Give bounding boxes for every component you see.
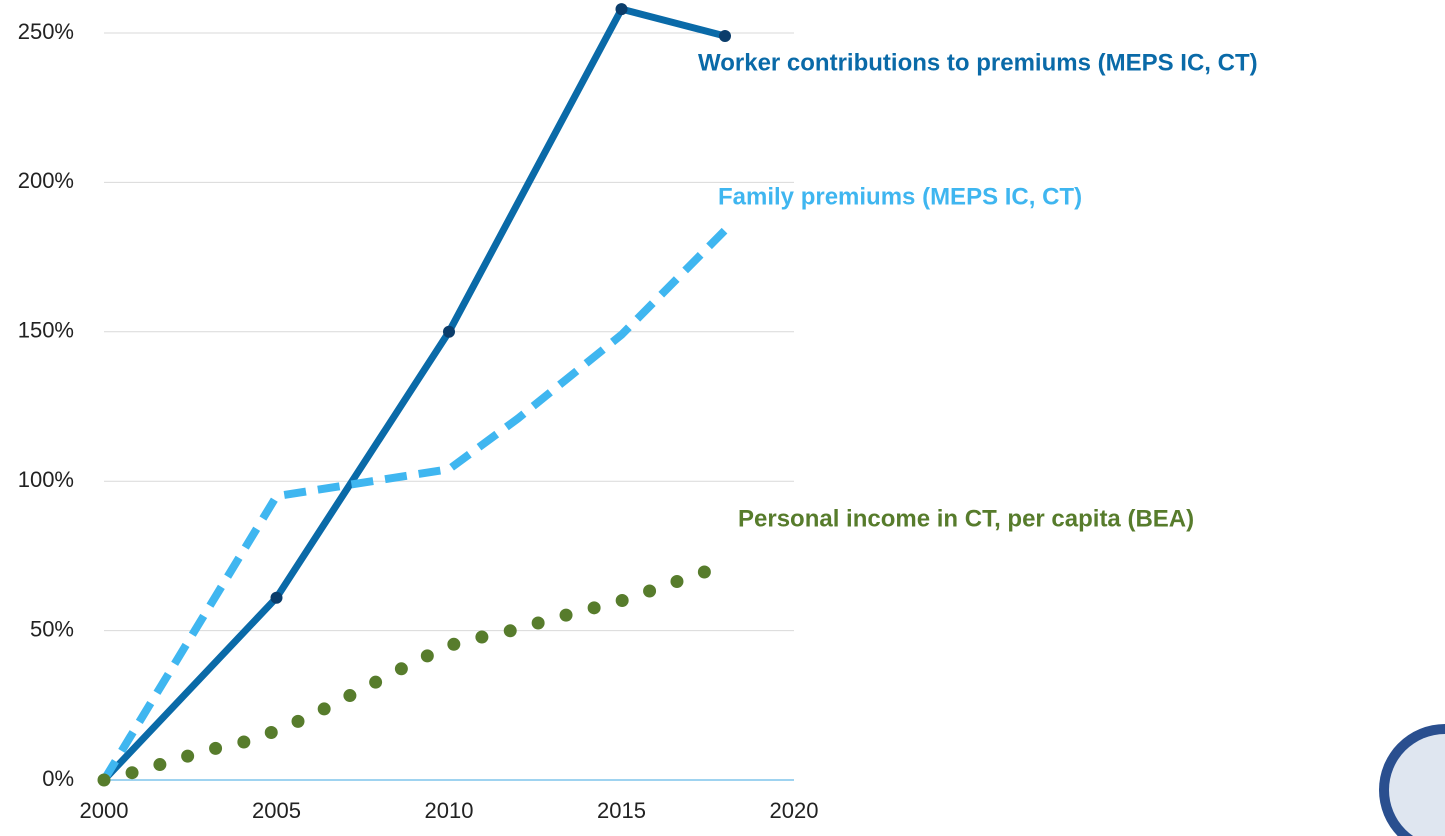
marker: [719, 29, 731, 42]
x-tick-label: 2015: [597, 798, 646, 823]
y-tick-label: 50%: [30, 616, 74, 641]
y-tick-label: 150%: [18, 318, 74, 343]
series-label: Family premiums (MEPS IC, CT): [718, 183, 1082, 210]
y-tick-label: 0%: [42, 766, 74, 791]
series-line: [97, 558, 732, 787]
series-line: [101, 5, 726, 783]
series-label: Personal income in CT, per capita (BEA): [738, 505, 1194, 532]
y-tick-label: 250%: [18, 19, 74, 44]
series-line: [100, 227, 728, 783]
seal: [1379, 724, 1445, 836]
x-tick-label: 2020: [770, 798, 819, 823]
y-tick-label: 200%: [18, 168, 74, 193]
x-tick-label: 2005: [252, 798, 301, 823]
x-tick-label: 2010: [425, 798, 474, 823]
marker: [443, 325, 455, 338]
marker: [615, 3, 628, 16]
series-label: Worker contributions to premiums (MEPS I…: [698, 49, 1258, 76]
y-tick-label: 100%: [18, 467, 74, 492]
x-tick-label: 2000: [80, 798, 129, 823]
marker: [270, 591, 283, 604]
